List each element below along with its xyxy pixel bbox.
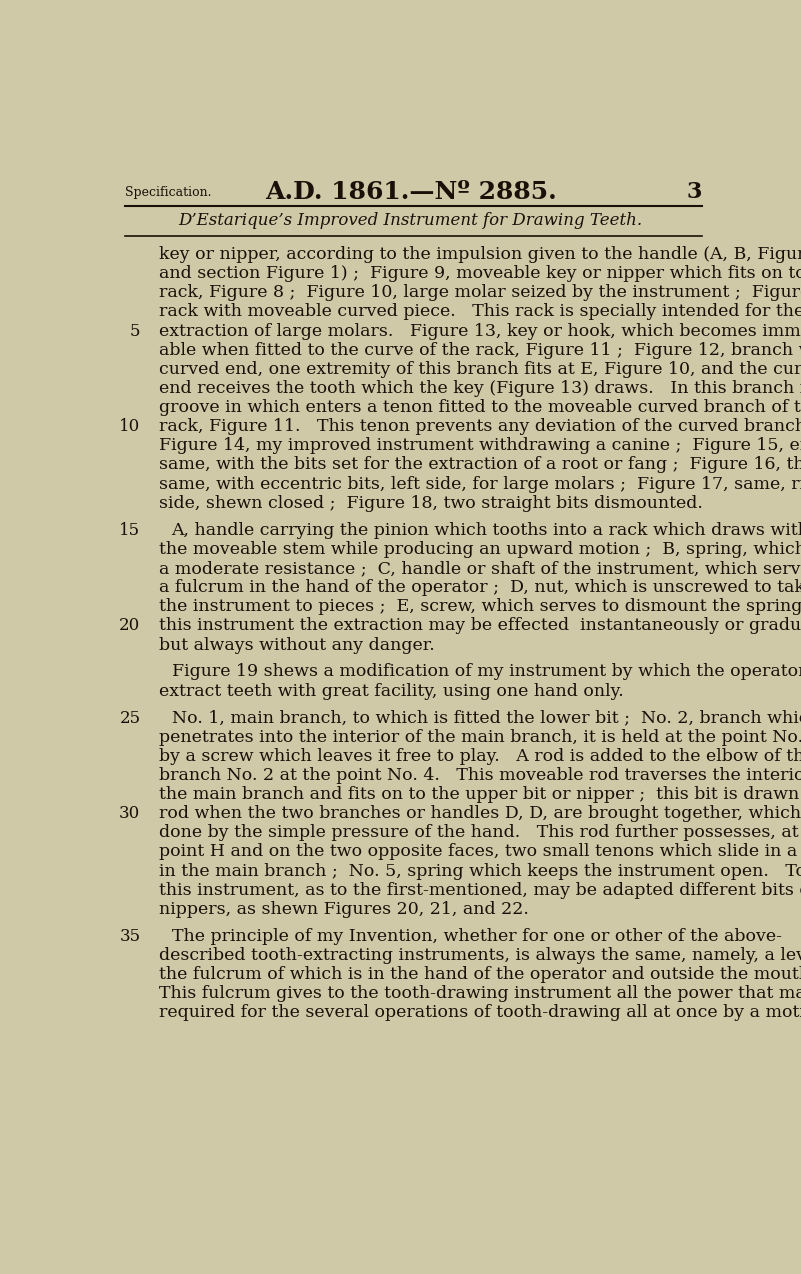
Text: the fulcrum of which is in the hand of the operator and outside the mouth.: the fulcrum of which is in the hand of t… (159, 966, 801, 984)
Text: D’Estarique’s Improved Instrument for Drawing Teeth.: D’Estarique’s Improved Instrument for Dr… (179, 211, 642, 229)
Text: Figure 14, my improved instrument withdrawing a canine ;  Figure 15, end of: Figure 14, my improved instrument withdr… (159, 437, 801, 455)
Text: key or nipper, according to the impulsion given to the handle (A, B, Figure 2,: key or nipper, according to the impulsio… (159, 246, 801, 262)
Text: branch No. 2 at the point No. 4.   This moveable rod traverses the interior of: branch No. 2 at the point No. 4. This mo… (159, 767, 801, 784)
Text: nippers, as shewn Figures 20, 21, and 22.: nippers, as shewn Figures 20, 21, and 22… (159, 901, 529, 917)
Text: 15: 15 (119, 522, 140, 539)
Text: rack with moveable curved piece.   This rack is specially intended for the: rack with moveable curved piece. This ra… (159, 303, 801, 321)
Text: 10: 10 (119, 418, 140, 436)
Text: end receives the tooth which the key (Figure 13) draws.   In this branch is a: end receives the tooth which the key (Fi… (159, 380, 801, 397)
Text: rack, Figure 11.   This tenon prevents any deviation of the curved branch.: rack, Figure 11. This tenon prevents any… (159, 418, 801, 436)
Text: and section Figure 1) ;  Figure 9, moveable key or nipper which fits on to the: and section Figure 1) ; Figure 9, moveab… (159, 265, 801, 283)
Text: 20: 20 (119, 618, 140, 634)
Text: extraction of large molars.   Figure 13, key or hook, which becomes immove-: extraction of large molars. Figure 13, k… (159, 322, 801, 340)
Text: a moderate resistance ;  C, handle or shaft of the instrument, which serves as: a moderate resistance ; C, handle or sha… (159, 561, 801, 577)
Text: A, handle carrying the pinion which tooths into a rack which draws with it: A, handle carrying the pinion which toot… (171, 522, 801, 539)
Text: this instrument the extraction may be effected  instantaneously or gradually,: this instrument the extraction may be ef… (159, 618, 801, 634)
Text: rack, Figure 8 ;  Figure 10, large molar seized by the instrument ;  Figure 11,: rack, Figure 8 ; Figure 10, large molar … (159, 284, 801, 302)
Text: but always without any danger.: but always without any danger. (159, 637, 435, 654)
Text: Figure 19 shews a modification of my instrument by which the operator may: Figure 19 shews a modification of my ins… (171, 664, 801, 680)
Text: groove in which enters a tenon fitted to the moveable curved branch of the: groove in which enters a tenon fitted to… (159, 399, 801, 417)
Text: 5: 5 (130, 322, 140, 340)
Text: A.D. 1861.—Nº 2885.: A.D. 1861.—Nº 2885. (264, 180, 557, 204)
Text: the main branch and fits on to the upper bit or nipper ;  this bit is drawn by t: the main branch and fits on to the upper… (159, 786, 801, 803)
Text: this instrument, as to the first-mentioned, may be adapted different bits or: this instrument, as to the first-mention… (159, 882, 801, 898)
Text: 30: 30 (119, 805, 140, 822)
Text: The principle of my Invention, whether for one or other of the above-: The principle of my Invention, whether f… (171, 927, 782, 945)
Text: same, with the bits set for the extraction of a root or fang ;  Figure 16, the: same, with the bits set for the extracti… (159, 456, 801, 474)
Text: a fulcrum in the hand of the operator ;  D, nut, which is unscrewed to take: a fulcrum in the hand of the operator ; … (159, 580, 801, 596)
Text: penetrates into the interior of the main branch, it is held at the point No. 3: penetrates into the interior of the main… (159, 729, 801, 745)
Text: in the main branch ;  No. 5, spring which keeps the instrument open.   To: in the main branch ; No. 5, spring which… (159, 862, 801, 879)
Text: side, shewn closed ;  Figure 18, two straight bits dismounted.: side, shewn closed ; Figure 18, two stra… (159, 494, 703, 512)
Text: by a screw which leaves it free to play.   A rod is added to the elbow of the: by a screw which leaves it free to play.… (159, 748, 801, 764)
Text: point H and on the two opposite faces, two small tenons which slide in a slot: point H and on the two opposite faces, t… (159, 843, 801, 860)
Text: required for the several operations of tooth-drawing all at once by a motion: required for the several operations of t… (159, 1004, 801, 1022)
Text: 3: 3 (687, 181, 702, 203)
Text: same, with eccentric bits, left side, for large molars ;  Figure 17, same, right: same, with eccentric bits, left side, fo… (159, 475, 801, 493)
Text: curved end, one extremity of this branch fits at E, Figure 10, and the curved: curved end, one extremity of this branch… (159, 361, 801, 378)
Text: the instrument to pieces ;  E, screw, which serves to dismount the spring.   By: the instrument to pieces ; E, screw, whi… (159, 599, 801, 615)
Text: This fulcrum gives to the tooth-drawing instrument all the power that may be: This fulcrum gives to the tooth-drawing … (159, 985, 801, 1003)
Text: rod when the two branches or handles D, D, are brought together, which is: rod when the two branches or handles D, … (159, 805, 801, 822)
Text: described tooth-extracting instruments, is always the same, namely, a leverage: described tooth-extracting instruments, … (159, 947, 801, 964)
Text: 35: 35 (119, 927, 140, 945)
Text: able when fitted to the curve of the rack, Figure 11 ;  Figure 12, branch with: able when fitted to the curve of the rac… (159, 341, 801, 359)
Text: done by the simple pressure of the hand.   This rod further possesses, at the: done by the simple pressure of the hand.… (159, 824, 801, 841)
Text: Specification.: Specification. (125, 186, 211, 199)
Text: the moveable stem while producing an upward motion ;  B, spring, which gives: the moveable stem while producing an upw… (159, 541, 801, 558)
Text: 25: 25 (119, 710, 140, 726)
Text: extract teeth with great facility, using one hand only.: extract teeth with great facility, using… (159, 683, 624, 699)
Text: No. 1, main branch, to which is fitted the lower bit ;  No. 2, branch which: No. 1, main branch, to which is fitted t… (171, 710, 801, 726)
